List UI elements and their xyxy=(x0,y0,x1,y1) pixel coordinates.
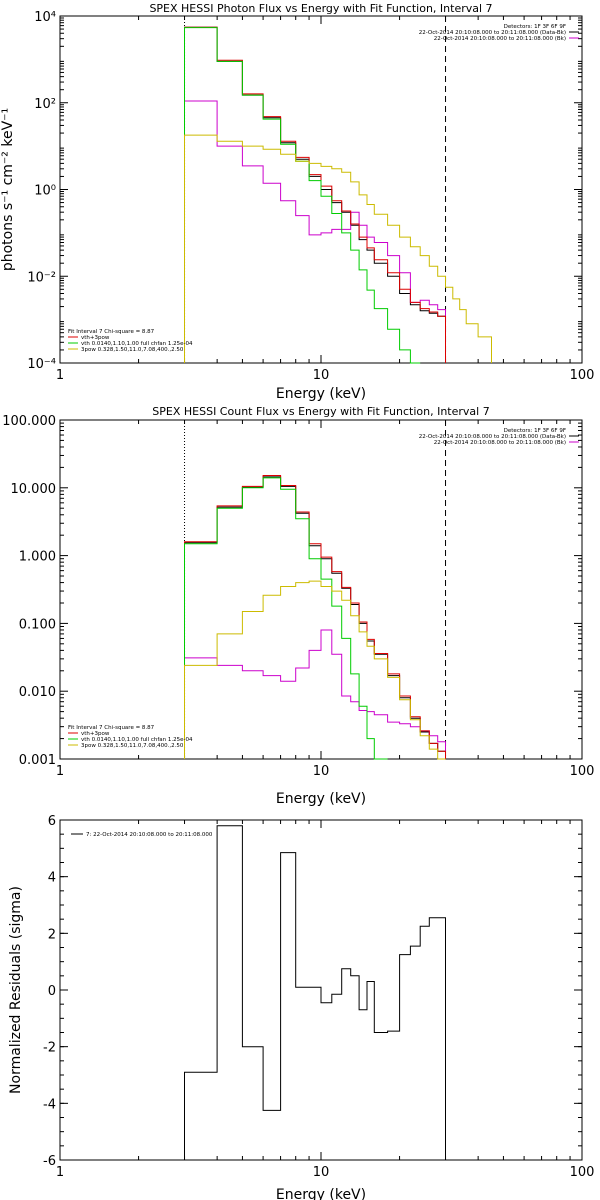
y-axis-label: Normalized Residuals (sigma) xyxy=(8,886,24,1094)
y-tick-label: 1.000 xyxy=(19,550,56,565)
x-tick-label: 1 xyxy=(56,764,64,779)
series-line xyxy=(184,26,446,363)
legend-bottom-entry: 3pow 0.328,1.50,11.0,7.08,400.,2.50 xyxy=(81,743,184,749)
x-tick-label: 10 xyxy=(313,764,330,779)
y-tick-label: 10.000 xyxy=(11,482,57,497)
y-tick-label: 0 xyxy=(48,984,56,999)
legend-bottom-entry: Fit Interval 7 Chi-square = 8.87 xyxy=(68,725,155,731)
y-tick-label: 2 xyxy=(48,927,56,942)
y-tick-label: 10² xyxy=(34,97,56,112)
series-line xyxy=(184,476,446,759)
legend-top-entry: 22-Oct-2014 20:10:08.000 to 20:11:08.000… xyxy=(434,440,566,446)
x-tick-label: 10 xyxy=(313,1165,330,1180)
x-axis-label: Energy (keV) xyxy=(276,386,366,402)
chart-panel-3: 1 10 100 -6 -4 -2 0 2 4 6 Energy (keV) Normalized R… xyxy=(8,814,594,1200)
x-tick-label: 1 xyxy=(56,1165,64,1180)
y-axis-label: photons s⁻¹ cm⁻² keV⁻¹ xyxy=(0,108,16,271)
x-tick-label: 100 xyxy=(570,368,595,383)
y-tick-label: 0.001 xyxy=(19,753,56,768)
legend-bottom-entry: Fit Interval 7 Chi-square = 8.87 xyxy=(68,329,155,335)
y-tick-label: -6 xyxy=(43,1154,56,1169)
legend-top-entry: Detectors: 1F 3F 6F 9F xyxy=(504,428,566,434)
y-tick-label: 0.010 xyxy=(19,685,56,700)
y-tick-label: 10⁴ xyxy=(34,10,56,25)
series-line xyxy=(184,134,492,363)
chart-panel-1: 1 10 100 10⁻⁴ 10⁻² 10⁰ 10² 10⁴ SPEX HESSI Photon… xyxy=(0,2,594,402)
legend-bottom-entry: vth+3pow xyxy=(81,335,110,341)
plot-frame xyxy=(59,419,583,760)
y-tick-label: -4 xyxy=(43,1097,56,1112)
series-line xyxy=(184,27,421,364)
y-tick-label: 0.100 xyxy=(19,617,56,632)
y-tick-label: 4 xyxy=(48,871,56,886)
x-axis-label: Energy (keV) xyxy=(276,791,366,807)
legend-bottom-entry: 3pow 0.328,1.50,11.0,7.08,400.,2.50 xyxy=(81,347,184,353)
legend-top-entry: 7: 22-Oct-2014 20:10:08.000 to 20:11:08.… xyxy=(86,832,213,838)
legend-top-entry: 22-Oct-2014 20:10:08.000 to 20:11:08.000… xyxy=(434,36,566,42)
series-line xyxy=(184,629,446,759)
legend-top-entry: Detectors: 1F 3F 6F 9F xyxy=(504,24,566,30)
y-tick-label: 10⁻⁴ xyxy=(27,357,56,372)
x-tick-label: 100 xyxy=(570,1165,595,1180)
legend-top-entry: 22-Oct-2014 20:10:08.000 to 20:11:08.000… xyxy=(419,434,566,440)
x-axis-label: Energy (keV) xyxy=(276,1187,366,1200)
y-tick-label: 100.000 xyxy=(2,414,56,429)
series-line xyxy=(184,26,446,363)
chart-title: SPEX HESSI Photon Flux vs Energy with Fi… xyxy=(149,2,492,15)
legend-bottom-entry: vth+3pow xyxy=(81,731,110,737)
chart-title: SPEX HESSI Count Flux vs Energy with Fit… xyxy=(152,405,489,418)
y-tick-label: 6 xyxy=(48,814,56,829)
legend-bottom-entry: vth 0.0140,1.10,1.00 full chfan 1.25e-04 xyxy=(81,737,193,743)
series-line xyxy=(184,825,446,1160)
legend-top-entry: 22-Oct-2014 20:10:08.000 to 20:11:08.000… xyxy=(419,30,566,36)
legend-bottom-entry: vth 0.0140,1.10,1.00 full chfan 1.25e-04 xyxy=(81,341,193,347)
y-tick-label: -2 xyxy=(43,1041,56,1056)
y-tick-label: 10⁰ xyxy=(34,184,56,199)
x-tick-label: 1 xyxy=(56,368,64,383)
series-line xyxy=(184,100,446,363)
series-line xyxy=(184,475,446,759)
x-tick-label: 100 xyxy=(570,764,595,779)
x-tick-label: 10 xyxy=(313,368,330,383)
series-line xyxy=(184,580,446,760)
y-tick-label: 10⁻² xyxy=(27,270,56,285)
chart-panel-2: 1 10 100 0.001 0.010 0.100 1.000 10.000 100.000 S… xyxy=(2,405,594,807)
series-line xyxy=(184,477,388,760)
